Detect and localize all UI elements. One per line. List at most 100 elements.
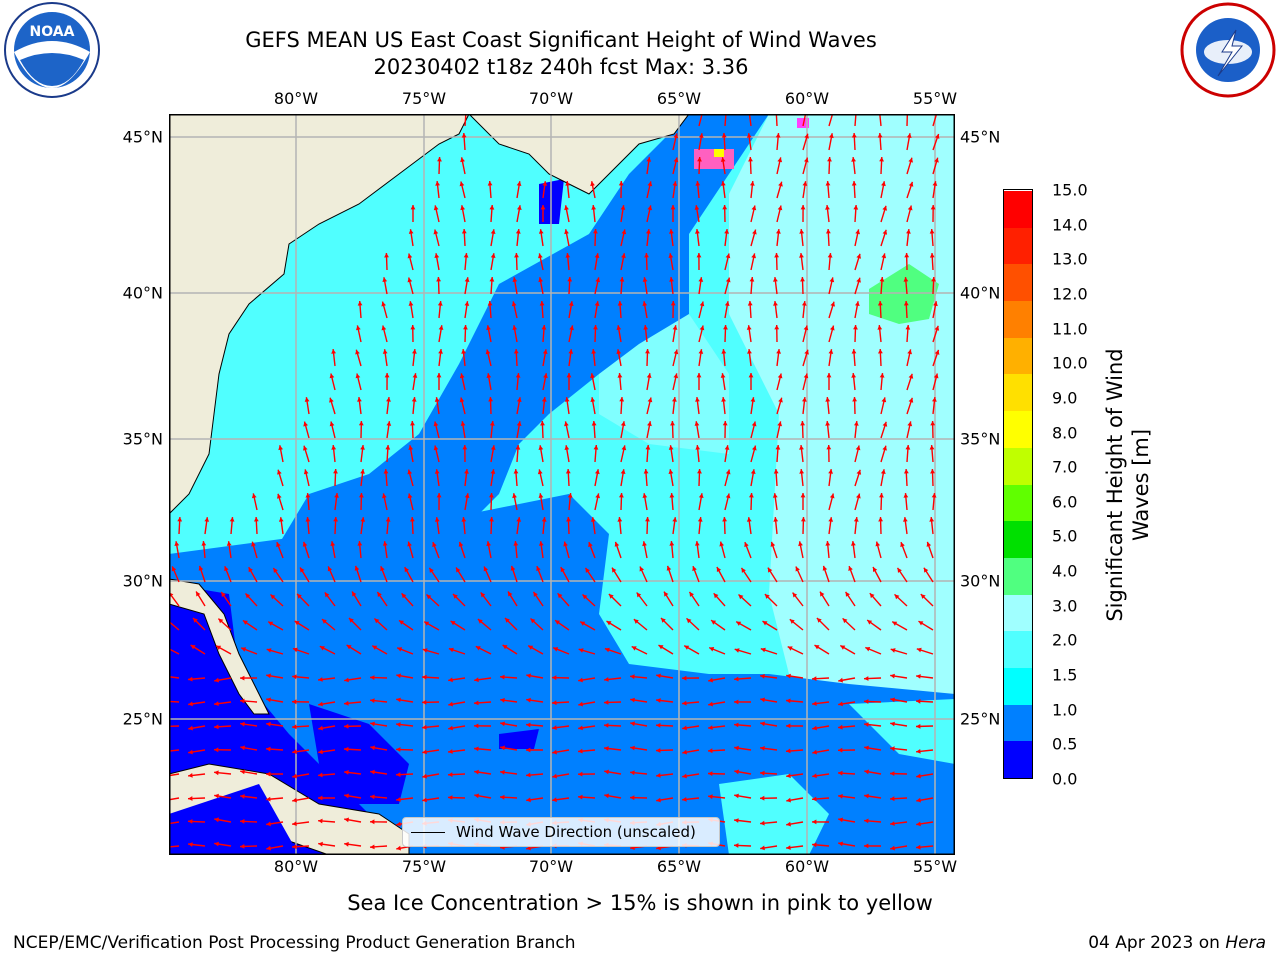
wave-direction-arrowhead (489, 421, 495, 426)
wave-direction-arrow (169, 821, 180, 825)
wave-direction-arrowhead (879, 277, 885, 282)
wave-direction-arrowhead (591, 349, 596, 354)
wave-direction-arrowhead (410, 205, 416, 210)
wave-direction-arrowhead (303, 421, 308, 427)
wave-direction-arrowhead (881, 397, 887, 403)
wave-direction-arrowhead (673, 133, 679, 139)
wave-direction-arrowhead (751, 205, 757, 211)
lon-tick-bottom: 60°W (784, 857, 830, 876)
wave-direction-arrowhead (795, 566, 800, 572)
wave-direction-arrowhead (384, 253, 389, 258)
wave-direction-arrowhead (240, 698, 245, 704)
wave-direction-arrowhead (931, 277, 936, 282)
wave-direction-arrowhead (645, 445, 651, 450)
colorbar-segment (1004, 447, 1032, 485)
wave-direction-arrowhead (407, 541, 412, 547)
wave-direction-arrowhead (370, 675, 375, 680)
wave-direction-arrowhead (508, 591, 513, 597)
wave-direction-arrowhead (916, 647, 922, 653)
colorbar-tick-label: 5.0 (1052, 526, 1078, 546)
wave-direction-arrowhead (751, 253, 756, 259)
wave-direction-arrowhead (933, 373, 939, 379)
wave-direction-arrowhead (448, 701, 453, 707)
wave-direction-arrowhead (266, 721, 271, 727)
wave-direction-arrowhead (517, 205, 522, 210)
wave-direction-arrowhead (829, 277, 835, 283)
wave-direction-arrowhead (734, 793, 739, 799)
colorbar-segment (1004, 704, 1032, 742)
wave-direction-arrowhead (825, 181, 831, 186)
wave-direction-arrowhead (595, 493, 600, 499)
wave-direction-arrowhead (799, 469, 804, 474)
wave-direction-arrowhead (448, 725, 453, 731)
wave-direction-arrowhead (698, 493, 704, 498)
wave-direction-arrowhead (360, 445, 365, 450)
lon-tick-bottom: 65°W (656, 857, 702, 876)
wave-direction-arrowhead (370, 721, 375, 727)
colorbar-tick-label: 1.5 (1052, 665, 1078, 685)
title-line-1: GEFS MEAN US East Coast Significant Heig… (245, 28, 877, 52)
wave-direction-arrowhead (803, 325, 809, 331)
wave-direction-arrowhead (804, 157, 809, 163)
wave-direction-arrowhead (582, 594, 588, 600)
wave-direction-arrowhead (214, 770, 219, 776)
wave-direction-arrowhead (890, 721, 895, 727)
wave-direction-arrowhead (266, 746, 271, 752)
wave-direction-arrowhead (514, 253, 519, 258)
wave-direction-arrowhead (188, 819, 193, 824)
wave-direction-arrowhead (669, 541, 675, 546)
wave-direction-arrowhead (750, 181, 755, 186)
wave-direction-arrowhead (838, 794, 843, 799)
wave-direction-arrowhead (552, 725, 557, 730)
wave-direction-arrowhead (198, 565, 204, 571)
wave-direction-arrowhead (408, 301, 414, 306)
wave-direction-arrowhead (746, 133, 752, 138)
wave-direction-arrowhead (251, 493, 257, 499)
wave-direction-arrowhead (448, 772, 453, 777)
wave-direction-arrowhead (436, 493, 442, 498)
wave-direction-arrowhead (204, 517, 210, 522)
wave-direction-arrowhead (352, 591, 357, 597)
wave-direction-arrowhead (438, 325, 444, 330)
wave-direction-arrowhead (656, 773, 661, 778)
wave-direction-arrowhead (620, 421, 626, 426)
wave-direction-arrowhead (580, 621, 586, 626)
wave-direction-arrowhead (770, 541, 776, 547)
wave-direction-arrowhead (407, 493, 413, 499)
wave-direction-arrowhead (697, 469, 702, 474)
wave-direction-arrowhead (656, 748, 661, 753)
wave-direction-arrowhead (709, 647, 715, 652)
wave-direction-arrowhead (882, 421, 888, 427)
wave-direction-arrowhead (890, 697, 895, 703)
wave-direction-arrowhead (438, 349, 443, 354)
wave-direction-arrowhead (500, 770, 505, 775)
colorbar (1003, 189, 1033, 779)
wave-direction-arrowhead (370, 844, 375, 850)
wave-direction-arrowhead (224, 566, 229, 572)
wave-direction-arrowhead (407, 469, 413, 475)
wave-direction-arrowhead (646, 229, 651, 234)
wave-direction-arrowhead (760, 820, 765, 826)
wave-direction-arrowhead (292, 844, 297, 850)
wave-direction-arrowhead (410, 421, 415, 426)
wave-direction-arrowhead (516, 421, 522, 426)
wave-direction-arrow (828, 114, 834, 127)
wave-direction-arrowhead (448, 795, 453, 800)
wave-direction-arrowhead (221, 592, 226, 597)
wave-direction-arrowhead (382, 541, 388, 546)
wave-direction-arrowhead (240, 794, 245, 799)
wave-direction-arrowhead (251, 541, 256, 547)
wave-direction-arrowhead (800, 205, 806, 210)
wave-direction-arrowhead (708, 677, 713, 683)
wave-direction-arrowhead (814, 645, 820, 650)
wave-direction-arrowhead (370, 769, 375, 775)
colorbar-tick-label: 6.0 (1052, 492, 1078, 512)
wave-direction-arrowhead (786, 748, 791, 754)
wave-direction-arrowhead (698, 349, 704, 354)
colorbar-tick-label: 9.0 (1052, 388, 1078, 408)
wave-direction-arrowhead (825, 541, 831, 546)
wave-direction-arrowhead (804, 133, 809, 139)
colorbar-tick-label: 0.0 (1052, 769, 1078, 789)
wave-direction-arrowhead (934, 325, 940, 331)
wave-direction-arrowhead (656, 698, 661, 703)
